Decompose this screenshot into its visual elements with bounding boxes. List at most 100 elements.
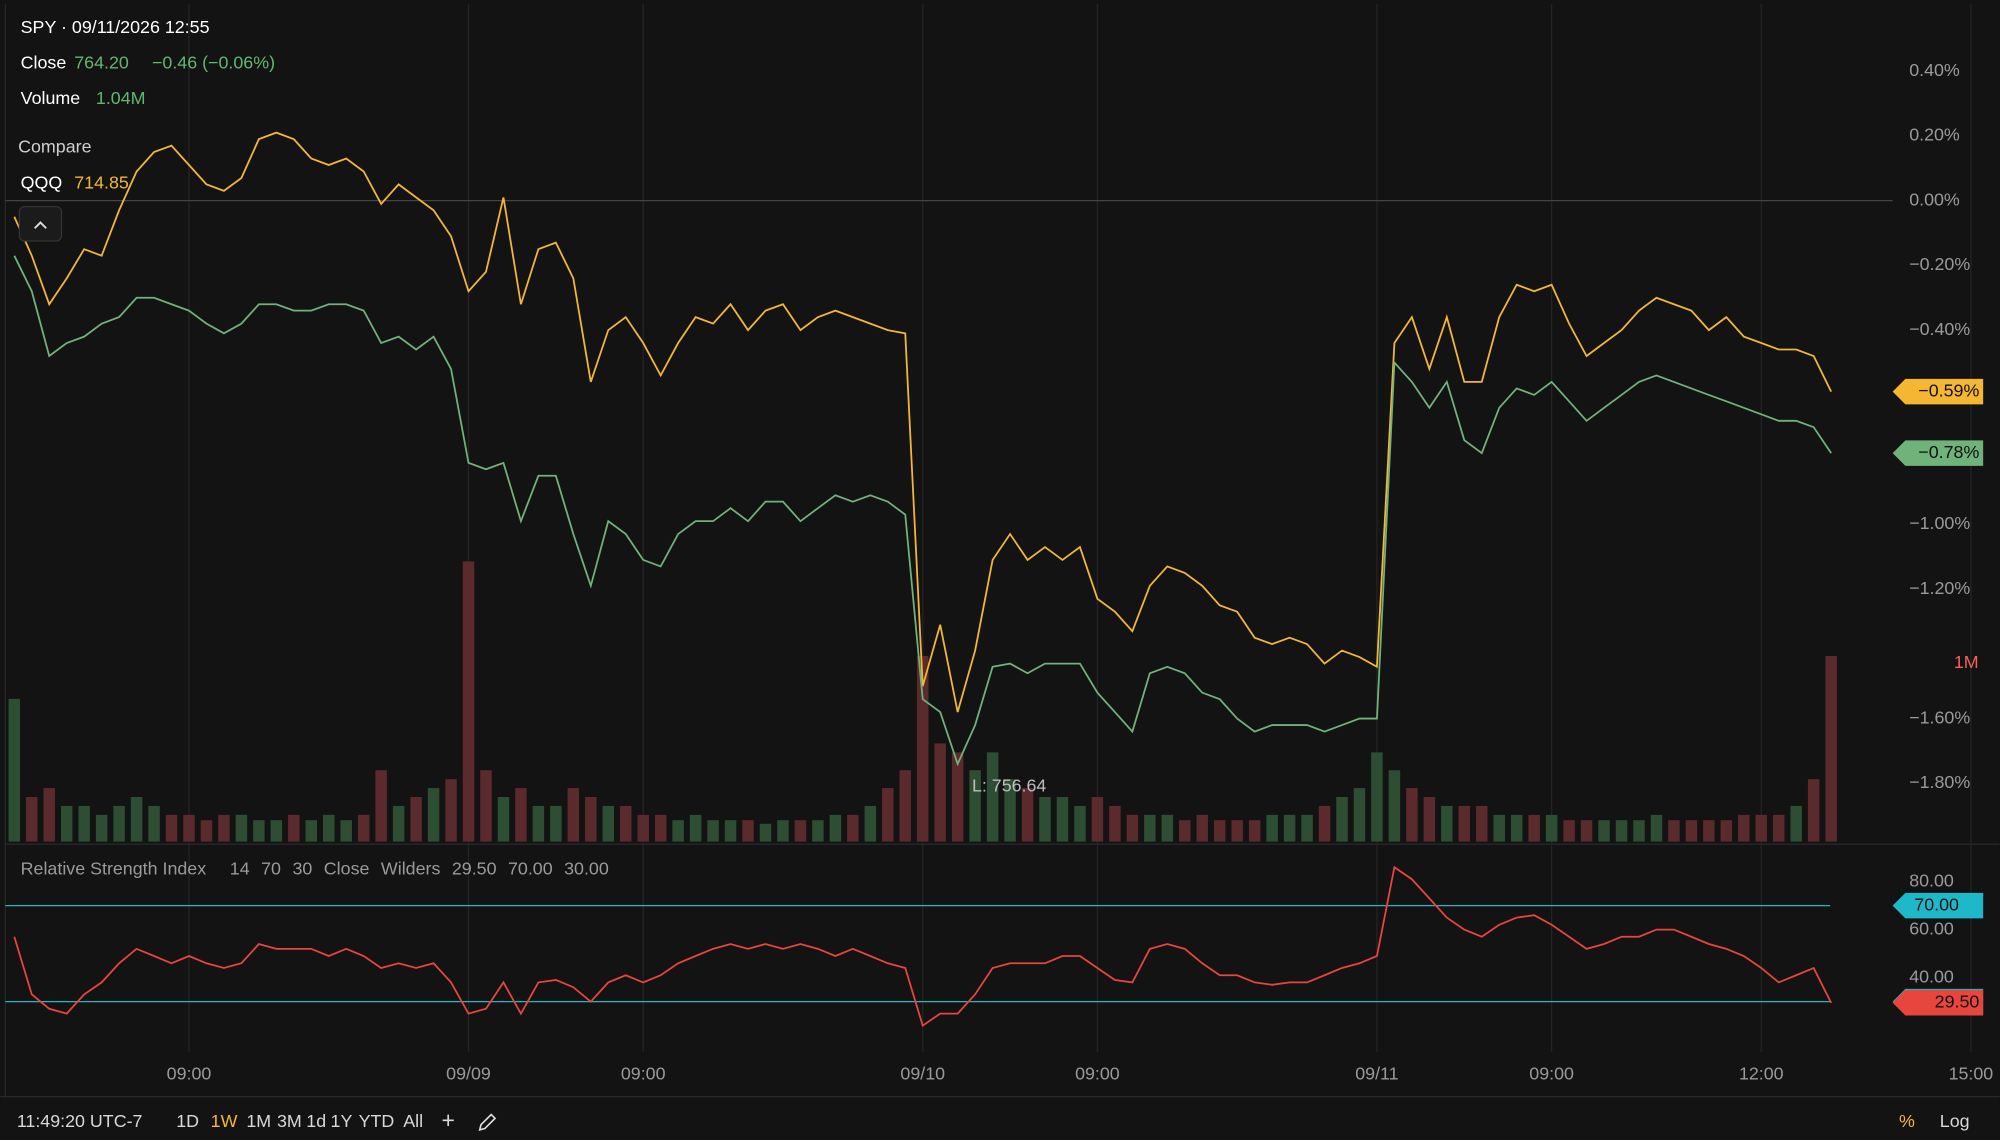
volume-bar bbox=[1790, 805, 1802, 842]
volume-bar bbox=[1807, 779, 1820, 842]
volume-bar bbox=[480, 770, 492, 842]
volume-bar bbox=[497, 796, 510, 842]
volume-bar bbox=[742, 820, 754, 842]
range-button[interactable]: 3M bbox=[277, 1111, 302, 1131]
volume-bar bbox=[882, 788, 894, 842]
volume-bar bbox=[1231, 820, 1243, 842]
volume-bar bbox=[532, 805, 545, 842]
rsi-param: Wilders bbox=[381, 858, 441, 878]
rsi-title: Relative Strength Index bbox=[21, 858, 207, 878]
y-tick-label: −1.80% bbox=[1909, 772, 1970, 792]
volume-bar bbox=[1109, 805, 1121, 842]
volume-bar bbox=[585, 796, 597, 842]
draw-icon[interactable] bbox=[478, 1113, 497, 1131]
rsi-param: 14 bbox=[230, 858, 250, 878]
x-tick-label: 09/10 bbox=[900, 1064, 945, 1084]
volume-bar bbox=[1458, 805, 1471, 842]
y-tick-label: −0.40% bbox=[1909, 319, 1970, 339]
volume-bar bbox=[1510, 814, 1523, 842]
volume-bar bbox=[916, 656, 929, 842]
range-button[interactable]: 1d bbox=[306, 1111, 326, 1131]
last-value-tag bbox=[1892, 440, 1984, 466]
last-value-tag bbox=[1892, 990, 1984, 1016]
volume-bar bbox=[899, 770, 911, 842]
close-value: 764.20 bbox=[74, 52, 129, 72]
y-tick-label: −1.20% bbox=[1909, 578, 1970, 598]
rsi-param: 70 bbox=[261, 858, 281, 878]
volume-bar bbox=[410, 796, 422, 842]
volume-bar bbox=[113, 805, 125, 842]
line-series bbox=[13, 865, 1832, 1028]
marks: −0.59% −0.78% 70.00 30.00 29.50 bbox=[8, 131, 1984, 1028]
volume-bar bbox=[1336, 796, 1348, 842]
volume-bar bbox=[777, 820, 789, 842]
volume-bar bbox=[1738, 814, 1750, 842]
range-button[interactable]: 1M bbox=[246, 1111, 271, 1131]
low-label: L: 756.64 bbox=[972, 775, 1046, 795]
volume-bar bbox=[724, 820, 737, 842]
chevron-icon bbox=[34, 221, 47, 229]
add-button[interactable]: + bbox=[441, 1107, 454, 1133]
volume-bar bbox=[829, 814, 842, 842]
volume-bar bbox=[43, 788, 55, 842]
range-button[interactable]: 1W bbox=[211, 1111, 238, 1131]
volume-bar bbox=[1598, 820, 1610, 842]
volume-bar bbox=[1353, 788, 1366, 842]
range-button[interactable]: 1D bbox=[176, 1111, 199, 1131]
volume-bar bbox=[1563, 820, 1575, 842]
volume-bar bbox=[1668, 820, 1680, 842]
volume-bar bbox=[8, 698, 21, 842]
rsi-tick-label: 40.00 bbox=[1909, 966, 1954, 986]
volume-bar bbox=[1825, 656, 1837, 842]
volume-bar bbox=[1493, 814, 1505, 842]
volume-bar bbox=[26, 796, 38, 842]
range-button[interactable]: 1Y bbox=[331, 1111, 353, 1131]
volume-bar bbox=[1283, 814, 1296, 842]
volume-bar bbox=[165, 814, 178, 842]
volume-bar bbox=[1144, 814, 1156, 842]
rsi-tick-label: 80.00 bbox=[1909, 870, 1954, 890]
log-toggle[interactable]: Log bbox=[1940, 1111, 1970, 1131]
volume-bar bbox=[1266, 814, 1278, 842]
volume-bar bbox=[672, 820, 684, 842]
volume-bar bbox=[637, 814, 649, 842]
volume-bar bbox=[323, 814, 335, 842]
volume-bar bbox=[1179, 820, 1191, 842]
volume-bar bbox=[1318, 805, 1331, 842]
rsi-header: Relative Strength Index 14 70 30 Close Wilde… bbox=[21, 858, 609, 878]
volume-bar bbox=[1161, 814, 1174, 842]
volume-bar bbox=[550, 805, 562, 842]
volume-bar bbox=[969, 770, 981, 842]
x-tick-label: 15:00 bbox=[1949, 1064, 1994, 1084]
volume-bar bbox=[95, 814, 108, 842]
x-tick-label: 09:00 bbox=[621, 1064, 666, 1084]
volume-bar bbox=[707, 820, 719, 842]
volume-bar bbox=[305, 820, 318, 842]
volume-bar bbox=[1301, 814, 1313, 842]
rsi-param: 29.50 bbox=[452, 858, 497, 878]
percent-toggle[interactable]: % bbox=[1899, 1111, 1915, 1131]
rsi-tick-label: 60.00 bbox=[1909, 918, 1954, 938]
volume-bar bbox=[357, 814, 370, 842]
volume-label: Volume bbox=[21, 88, 81, 108]
level-tag-label: 70.00 bbox=[1914, 894, 1959, 914]
y-tick-label: −1.00% bbox=[1909, 513, 1970, 533]
volume-bar bbox=[270, 820, 283, 842]
volume-bar bbox=[759, 823, 772, 842]
volume-bar bbox=[1248, 820, 1261, 842]
volume-bar bbox=[1091, 796, 1104, 842]
volume-bar bbox=[1615, 820, 1628, 842]
x-tick-label: 09:00 bbox=[1529, 1064, 1574, 1084]
y-tick-label: 0.40% bbox=[1909, 60, 1960, 80]
volume-bar bbox=[1773, 814, 1785, 842]
range-button[interactable]: YTD bbox=[359, 1111, 395, 1131]
volume-bar bbox=[392, 805, 405, 842]
line-series bbox=[13, 255, 1832, 767]
range-button[interactable]: All bbox=[403, 1111, 423, 1131]
x-tick-label: 09/11 bbox=[1355, 1064, 1398, 1084]
volume-bar bbox=[1633, 820, 1645, 842]
close-label: Close bbox=[21, 52, 67, 72]
rsi-param: 70.00 bbox=[508, 858, 553, 878]
last-value-label: −0.59% bbox=[1918, 380, 1979, 400]
volume-bar bbox=[567, 788, 580, 842]
